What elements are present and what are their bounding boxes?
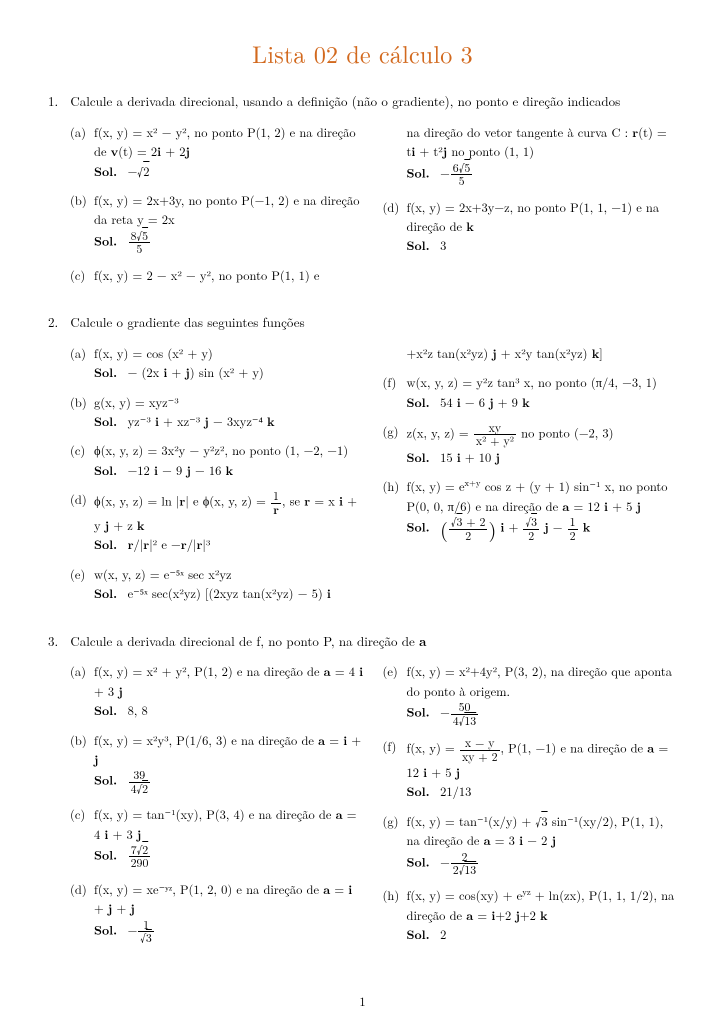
item-body: f(x, y) = x − yxy + 2, P(1, −1) e na dir… <box>407 737 678 802</box>
list-item: na direção do vetor tangente à curva C :… <box>383 123 678 188</box>
item-label: (e) <box>383 662 407 727</box>
item-body: f(x, y) = x²+4y², P(3, 2), na direção qu… <box>407 662 678 727</box>
item-label: (c) <box>70 441 94 480</box>
problem-3: 3. Calcule a derivada direcional de f, n… <box>48 632 677 651</box>
document-title: Lista 02 de cálculo 3 <box>48 36 677 70</box>
list-item: (f)w(x, y, z) = y²z tan³ x, no ponto (π/… <box>383 373 678 412</box>
item-label: (b) <box>70 393 94 432</box>
item-label: (d) <box>70 880 94 945</box>
problem-number: 2. <box>48 313 66 332</box>
item-body: ϕ(x, y, z) = 3x²y − y²z², no ponto (1, −… <box>94 441 365 480</box>
item-label: (a) <box>70 344 94 383</box>
item-label: (b) <box>70 731 94 796</box>
problem-number: 1. <box>48 92 66 111</box>
item-label: (g) <box>383 812 407 877</box>
problem-1-left-col: (a)f(x, y) = x² − y², no ponto P(1, 2) e… <box>70 123 365 295</box>
item-body: g(x, y) = xyz⁻³Sol. yz⁻³ i + xz⁻³ j − 3x… <box>94 393 365 432</box>
item-label <box>383 123 407 188</box>
item-label: (b) <box>70 191 94 256</box>
item-body: f(x, y) = 2x+3y, no ponto P(−1, 2) e na … <box>94 191 365 256</box>
item-body: z(x, y, z) = xyx² + y² no ponto (−2, 3)S… <box>407 422 678 467</box>
list-item: +x²z tan(x²yz) j + x²y tan(x²yz) k] <box>383 344 678 363</box>
problem-3-items: (a)f(x, y) = x² + y², P(1, 2) e na direç… <box>70 662 677 954</box>
list-item: (d)ϕ(x, y, z) = ln |r| e ϕ(x, y, z) = 1r… <box>70 490 365 555</box>
item-label: (h) <box>383 477 407 542</box>
problem-number: 3. <box>48 632 66 651</box>
list-item: (c)f(x, y) = 2 − x² − y², no ponto P(1, … <box>70 266 365 285</box>
item-label: (g) <box>383 422 407 467</box>
problem-2: 2. Calcule o gradiente das seguintes fun… <box>48 313 677 332</box>
problem-3-right-col: (e)f(x, y) = x²+4y², P(3, 2), na direção… <box>383 662 678 954</box>
problem-2-items: (a)f(x, y) = cos (x² + y)Sol. − (2x i + … <box>70 344 677 614</box>
problem-text: Calcule a derivada direcional, usando a … <box>70 91 620 110</box>
item-label <box>383 344 407 363</box>
list-item: (b)f(x, y) = 2x+3y, no ponto P(−1, 2) e … <box>70 191 365 256</box>
list-item: (g)f(x, y) = tan⁻¹(x/y) + √3 sin⁻¹(xy/2)… <box>383 812 678 877</box>
item-label: (c) <box>70 266 94 285</box>
list-item: (a)f(x, y) = cos (x² + y)Sol. − (2x i + … <box>70 344 365 383</box>
item-body: f(x, y) = cos(xy) + eyz + ln(zx), P(1, 1… <box>407 886 678 944</box>
list-item: (a)f(x, y) = x² − y², no ponto P(1, 2) e… <box>70 123 365 181</box>
item-body: w(x, y, z) = e⁻⁵ˣ sec x²yzSol. e⁻⁵ˣ sec(… <box>94 565 365 604</box>
list-item: (f)f(x, y) = x − yxy + 2, P(1, −1) e na … <box>383 737 678 802</box>
item-body: f(x, y) = xe⁻ʸᶻ, P(1, 2, 0) e na direção… <box>94 880 365 945</box>
item-label: (a) <box>70 123 94 181</box>
item-label: (h) <box>383 886 407 944</box>
problem-text: Calcule o gradiente das seguintes funçõe… <box>70 312 304 331</box>
page-number: 1 <box>0 992 725 1010</box>
item-body: w(x, y, z) = y²z tan³ x, no ponto (π/4, … <box>407 373 678 412</box>
list-item: (e)f(x, y) = x²+4y², P(3, 2), na direção… <box>383 662 678 727</box>
page: Lista 02 de cálculo 3 1. Calcule a deriv… <box>0 0 725 1024</box>
problem-text: Calcule a derivada direcional de f, no p… <box>70 631 426 650</box>
problem-1-right-col: na direção do vetor tangente à curva C :… <box>383 123 678 295</box>
item-body: f(x, y) = cos (x² + y)Sol. − (2x i + j) … <box>94 344 365 383</box>
list-item: (a)f(x, y) = x² + y², P(1, 2) e na direç… <box>70 662 365 720</box>
list-item: (b)g(x, y) = xyz⁻³Sol. yz⁻³ i + xz⁻³ j −… <box>70 393 365 432</box>
list-item: (b)f(x, y) = x²y³, P(1/6, 3) e na direçã… <box>70 731 365 796</box>
list-item: (c)f(x, y) = tan⁻¹(xy), P(3, 4) e na dir… <box>70 805 365 870</box>
item-label: (f) <box>383 373 407 412</box>
item-body: +x²z tan(x²yz) j + x²y tan(x²yz) k] <box>407 344 678 363</box>
item-body: f(x, y) = ex+y cos z + (y + 1) sin⁻¹ x, … <box>407 477 678 542</box>
item-body: f(x, y) = tan⁻¹(x/y) + √3 sin⁻¹(xy/2), P… <box>407 812 678 877</box>
list-item: (g)z(x, y, z) = xyx² + y² no ponto (−2, … <box>383 422 678 467</box>
item-body: f(x, y) = x² + y², P(1, 2) e na direção … <box>94 662 365 720</box>
list-item: (e)w(x, y, z) = e⁻⁵ˣ sec x²yzSol. e⁻⁵ˣ s… <box>70 565 365 604</box>
problem-1-items: (a)f(x, y) = x² − y², no ponto P(1, 2) e… <box>70 123 677 295</box>
item-label: (d) <box>383 198 407 256</box>
list-item: (h)f(x, y) = cos(xy) + eyz + ln(zx), P(1… <box>383 886 678 944</box>
problem-2-left-col: (a)f(x, y) = cos (x² + y)Sol. − (2x i + … <box>70 344 365 614</box>
item-body: na direção do vetor tangente à curva C :… <box>407 123 678 188</box>
list-item: (d)f(x, y) = 2x+3y−z, no ponto P(1, 1, −… <box>383 198 678 256</box>
item-body: f(x, y) = 2x+3y−z, no ponto P(1, 1, −1) … <box>407 198 678 256</box>
item-body: f(x, y) = 2 − x² − y², no ponto P(1, 1) … <box>94 266 365 285</box>
problem-3-left-col: (a)f(x, y) = x² + y², P(1, 2) e na direç… <box>70 662 365 954</box>
item-label: (f) <box>383 737 407 802</box>
item-body: f(x, y) = x²y³, P(1/6, 3) e na direção d… <box>94 731 365 796</box>
item-label: (a) <box>70 662 94 720</box>
item-label: (c) <box>70 805 94 870</box>
list-item: (c)ϕ(x, y, z) = 3x²y − y²z², no ponto (1… <box>70 441 365 480</box>
item-body: f(x, y) = x² − y², no ponto P(1, 2) e na… <box>94 123 365 181</box>
item-label: (d) <box>70 490 94 555</box>
list-item: (h)f(x, y) = ex+y cos z + (y + 1) sin⁻¹ … <box>383 477 678 542</box>
problem-2-right-col: +x²z tan(x²yz) j + x²y tan(x²yz) k](f)w(… <box>383 344 678 614</box>
problem-1: 1. Calcule a derivada direcional, usando… <box>48 92 677 111</box>
item-label: (e) <box>70 565 94 604</box>
item-body: ϕ(x, y, z) = ln |r| e ϕ(x, y, z) = 1r, s… <box>94 490 365 555</box>
list-item: (d)f(x, y) = xe⁻ʸᶻ, P(1, 2, 0) e na dire… <box>70 880 365 945</box>
item-body: f(x, y) = tan⁻¹(xy), P(3, 4) e na direçã… <box>94 805 365 870</box>
